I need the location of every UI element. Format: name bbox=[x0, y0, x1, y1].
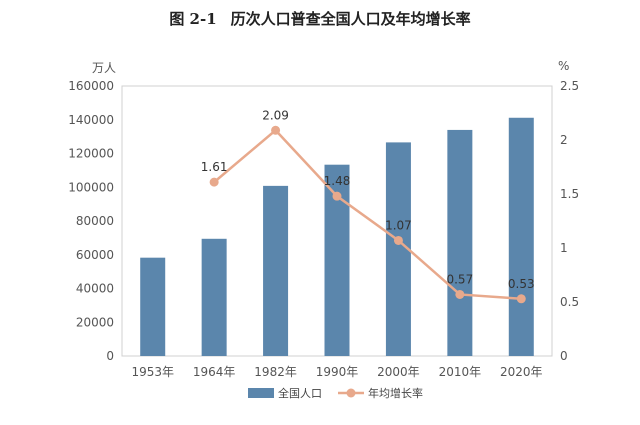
growth-rate-point bbox=[209, 177, 219, 187]
left-axis-tick-label: 140000 bbox=[68, 113, 114, 127]
growth-rate-point bbox=[516, 294, 526, 304]
chart-title: 图 2-1 历次人口普查全国人口及年均增长率 bbox=[0, 8, 640, 29]
left-axis-tick-label: 120000 bbox=[68, 147, 114, 161]
x-axis-tick-label: 1953年 bbox=[131, 365, 174, 379]
left-axis-tick-label: 0 bbox=[106, 349, 114, 363]
growth-rate-point bbox=[393, 235, 403, 245]
growth-rate-point bbox=[455, 289, 465, 299]
right-axis-unit: % bbox=[558, 59, 569, 73]
population-bar bbox=[263, 185, 289, 356]
right-axis-tick-label: 2.5 bbox=[560, 79, 579, 93]
population-bar bbox=[201, 238, 227, 356]
x-axis-tick-label: 2010年 bbox=[439, 365, 482, 379]
right-axis-tick-label: 1.5 bbox=[560, 187, 579, 201]
left-axis-unit: 万人 bbox=[92, 61, 116, 75]
population-bar bbox=[508, 117, 534, 357]
legend-label-growth-rate: 年均增长率 bbox=[368, 386, 423, 400]
growth-rate-data-label: 0.57 bbox=[446, 272, 473, 286]
left-axis-tick-label: 60000 bbox=[76, 248, 114, 262]
population-bar bbox=[140, 257, 166, 356]
legend-line-marker bbox=[346, 388, 356, 398]
figure-title-text: 历次人口普查全国人口及年均增长率 bbox=[230, 10, 471, 28]
x-axis-tick-label: 1990年 bbox=[316, 365, 359, 379]
growth-rate-point bbox=[332, 191, 342, 201]
left-axis-tick-label: 40000 bbox=[76, 282, 114, 296]
left-axis-tick-label: 20000 bbox=[76, 315, 114, 329]
growth-rate-point bbox=[271, 125, 281, 135]
growth-rate-data-label: 0.53 bbox=[508, 277, 535, 291]
left-axis-tick-label: 100000 bbox=[68, 180, 114, 194]
left-axis-tick-label: 80000 bbox=[76, 214, 114, 228]
growth-rate-line bbox=[213, 128, 522, 301]
legend-label-population: 全国人口 bbox=[278, 386, 322, 400]
right-axis-tick-label: 0 bbox=[560, 349, 568, 363]
growth-rate-data-label: 1.48 bbox=[324, 174, 351, 188]
growth-rate-data-label: 1.61 bbox=[201, 160, 228, 174]
x-axis-tick-label: 2020年 bbox=[500, 365, 543, 379]
growth-rate-data-label: 1.07 bbox=[385, 218, 412, 232]
figure-number: 图 2-1 bbox=[169, 10, 217, 28]
x-axis-tick-label: 1982年 bbox=[254, 365, 297, 379]
population-bar bbox=[447, 129, 473, 356]
right-axis-tick-label: 2 bbox=[560, 133, 568, 147]
x-axis-tick-label: 1964年 bbox=[193, 365, 236, 379]
left-axis-tick-label: 160000 bbox=[68, 79, 114, 93]
legend-bar-swatch bbox=[248, 388, 274, 398]
growth-rate-data-label: 2.09 bbox=[262, 108, 289, 122]
x-axis-tick-label: 2000年 bbox=[377, 365, 420, 379]
right-axis-tick-label: 1 bbox=[560, 241, 568, 255]
right-axis-tick-label: 0.5 bbox=[560, 295, 579, 309]
